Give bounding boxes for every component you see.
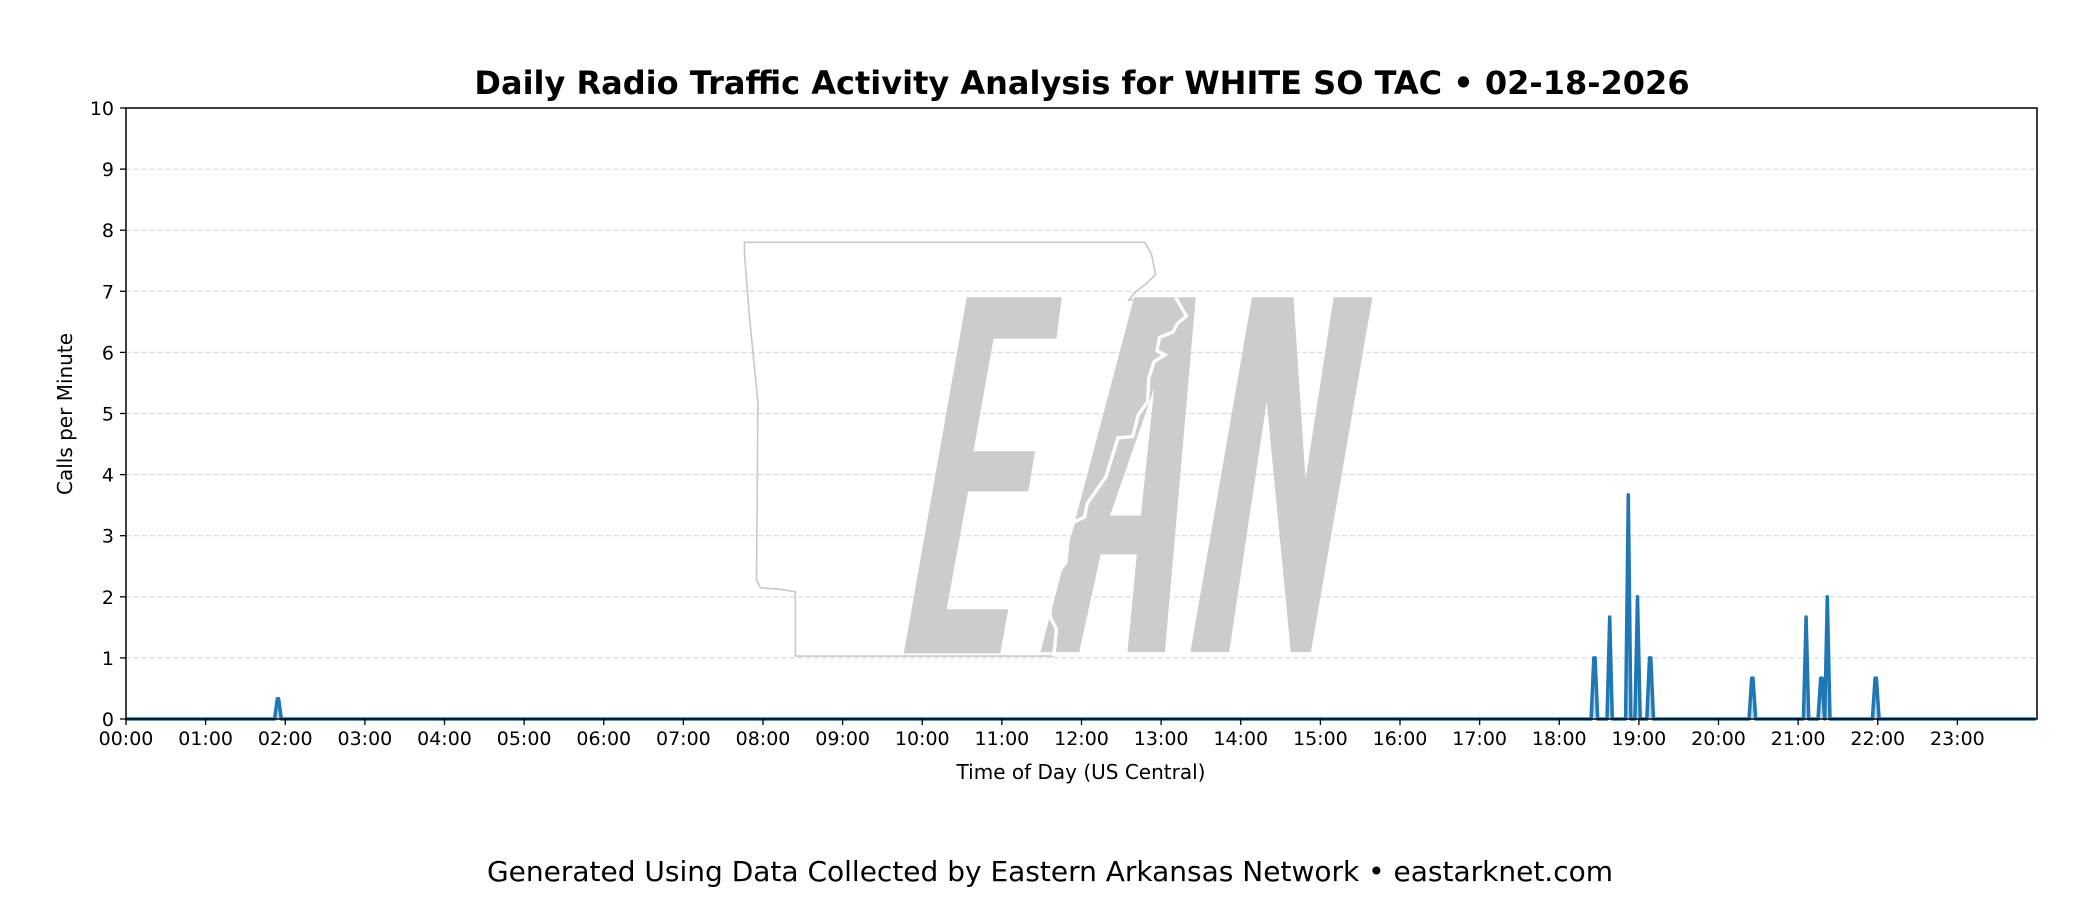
x-tick-label: 10:00: [895, 728, 950, 750]
x-tick-label: 02:00: [258, 728, 313, 750]
x-tick-label: 18:00: [1532, 728, 1587, 750]
x-tick-label: 05:00: [497, 728, 552, 750]
x-tick-label: 01:00: [178, 728, 233, 750]
footer-credit: Generated Using Data Collected by Easter…: [487, 855, 1613, 888]
y-axis-label: Calls per Minute: [53, 333, 77, 495]
y-tick-label: 5: [102, 404, 114, 426]
x-axis-label: Time of Day (US Central): [956, 760, 1206, 784]
y-tick-label: 10: [90, 98, 114, 120]
x-tick-label: 08:00: [736, 728, 791, 750]
x-tick-label: 00:00: [99, 728, 154, 750]
x-tick-label: 11:00: [974, 728, 1029, 750]
x-tick-label: 13:00: [1134, 728, 1189, 750]
x-tick-label: 03:00: [337, 728, 392, 750]
x-tick-label: 19:00: [1611, 728, 1666, 750]
ean-watermark-logo: [744, 242, 1372, 656]
x-tick-label: 21:00: [1771, 728, 1826, 750]
chart-title: Daily Radio Traffic Activity Analysis fo…: [474, 64, 1689, 102]
y-tick-label: 4: [102, 465, 114, 487]
logo-letter-e: [904, 297, 1062, 653]
x-tick-label: 20:00: [1691, 728, 1746, 750]
x-tick-label: 07:00: [656, 728, 711, 750]
x-tick-label: 04:00: [417, 728, 472, 750]
x-tick-label: 17:00: [1452, 728, 1507, 750]
x-tick-label: 22:00: [1850, 728, 1905, 750]
x-tick-label: 12:00: [1054, 728, 1109, 750]
y-tick-label: 1: [102, 648, 114, 670]
x-tick-label: 09:00: [815, 728, 870, 750]
x-tick-label: 16:00: [1373, 728, 1428, 750]
y-tick-label: 2: [102, 587, 114, 609]
y-tick-label: 3: [102, 526, 114, 548]
y-tick-label: 7: [102, 281, 114, 303]
x-tick-label: 14:00: [1213, 728, 1268, 750]
x-tick-label: 15:00: [1293, 728, 1348, 750]
x-tick-label: 23:00: [1930, 728, 1985, 750]
x-tick-label: 06:00: [576, 728, 631, 750]
y-tick-label: 9: [102, 159, 114, 181]
y-tick-label: 8: [102, 220, 114, 242]
y-tick-label: 6: [102, 342, 114, 364]
